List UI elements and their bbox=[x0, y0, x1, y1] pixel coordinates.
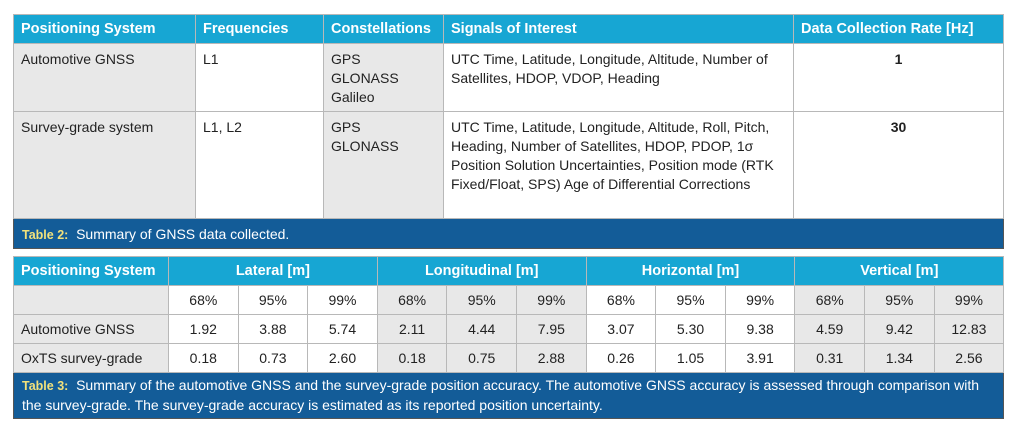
constellation: Galileo bbox=[331, 89, 375, 105]
value-cell: 4.44 bbox=[446, 314, 517, 344]
value-cell: 95% bbox=[864, 285, 935, 315]
value-cell: 0.73 bbox=[237, 343, 309, 373]
value-cell: 0.31 bbox=[794, 343, 866, 373]
value-cell: 2.11 bbox=[376, 314, 448, 344]
empty-cell bbox=[13, 285, 169, 315]
accuracy-table: Positioning System Lateral [m] Longitudi… bbox=[12, 256, 1005, 419]
table-row: Automotive GNSS 1.92 3.88 5.74 2.11 4.44 7.95 3… bbox=[13, 314, 1005, 344]
value-cell: 12.83 bbox=[933, 314, 1005, 344]
value-cell: 2.60 bbox=[307, 343, 378, 373]
value-cell: 4.59 bbox=[794, 314, 866, 344]
constellation: GPS bbox=[331, 119, 361, 135]
rate-cell: 1 bbox=[793, 43, 1004, 112]
header-cell: Frequencies bbox=[195, 14, 324, 44]
table-row: OxTS survey-grade 0.18 0.73 2.60 0.18 0.75 2.8… bbox=[13, 343, 1005, 373]
caption-text: Summary of GNSS data collected. bbox=[76, 226, 290, 242]
value-cell: 2.56 bbox=[933, 343, 1005, 373]
table-row: Automotive GNSS L1 GPS GLONASS Galileo UTC… bbox=[13, 43, 1004, 112]
value-cell: 5.30 bbox=[655, 314, 726, 344]
value-cell: 3.07 bbox=[585, 314, 657, 344]
header-cell: Positioning System bbox=[13, 14, 196, 44]
constellations-cell: GPS GLONASS bbox=[323, 111, 444, 219]
rate-cell: 30 bbox=[793, 111, 1004, 219]
value-cell: 99% bbox=[307, 285, 378, 315]
frequencies-cell: L1 bbox=[195, 43, 324, 112]
value-cell: 3.91 bbox=[724, 343, 796, 373]
frequencies-cell: L1, L2 bbox=[195, 111, 324, 219]
group-header: Longitudinal [m] bbox=[376, 256, 587, 286]
value-cell: 2.88 bbox=[516, 343, 587, 373]
value-cell: 9.38 bbox=[724, 314, 796, 344]
value-cell: 0.26 bbox=[585, 343, 657, 373]
caption-label: Table 3: bbox=[22, 379, 69, 393]
table-row: Survey-grade system L1, L2 GPS GLONASS UT… bbox=[13, 111, 1004, 219]
percentile-row: 68% 95% 99% 68% 95% 99% 68% 95% 99% 68% 95% 99% bbox=[13, 285, 1005, 315]
value-cell: 0.18 bbox=[376, 343, 448, 373]
value-cell: 99% bbox=[724, 285, 796, 315]
constellations-cell: GPS GLONASS Galileo bbox=[323, 43, 444, 112]
signals-cell: UTC Time, Latitude, Longitude, Altitude,… bbox=[443, 43, 794, 112]
header-cell: Constellations bbox=[323, 14, 444, 44]
caption-label: Table 2: bbox=[22, 228, 69, 242]
constellation: GPS bbox=[331, 51, 361, 67]
caption-text: Summary of the automotive GNSS and the s… bbox=[22, 377, 979, 413]
value-cell: 99% bbox=[933, 285, 1005, 315]
value-cell: 95% bbox=[446, 285, 517, 315]
header-cell: Data Collection Rate [Hz] bbox=[793, 14, 1004, 44]
value-cell: 5.74 bbox=[307, 314, 378, 344]
header-cell: Positioning System bbox=[13, 256, 169, 286]
value-cell: 9.42 bbox=[864, 314, 935, 344]
value-cell: 95% bbox=[237, 285, 309, 315]
value-cell: 68% bbox=[376, 285, 448, 315]
value-cell: 3.88 bbox=[237, 314, 309, 344]
table-header-row: Positioning System Frequencies Constella… bbox=[13, 14, 1004, 44]
value-cell: 68% bbox=[794, 285, 866, 315]
value-cell: 95% bbox=[655, 285, 726, 315]
table-header-row: Positioning System Lateral [m] Longitudi… bbox=[13, 256, 1005, 286]
system-cell: Automotive GNSS bbox=[13, 43, 196, 112]
value-cell: 1.05 bbox=[655, 343, 726, 373]
signals-cell: UTC Time, Latitude, Longitude, Altitude,… bbox=[443, 111, 794, 219]
value-cell: 7.95 bbox=[516, 314, 587, 344]
constellation: GLONASS bbox=[331, 138, 399, 154]
value-cell: 0.75 bbox=[446, 343, 517, 373]
gnss-data-table: Positioning System Frequencies Constella… bbox=[13, 14, 1004, 249]
group-header: Horizontal [m] bbox=[585, 256, 796, 286]
group-header: Lateral [m] bbox=[168, 256, 378, 286]
value-cell: 0.18 bbox=[168, 343, 239, 373]
table-caption: Table 2: Summary of GNSS data collected. bbox=[13, 218, 1004, 249]
table-caption: Table 3: Summary of the automotive GNSS … bbox=[12, 372, 1005, 419]
header-cell: Signals of Interest bbox=[443, 14, 794, 44]
group-header: Vertical [m] bbox=[794, 256, 1005, 286]
value-cell: 1.92 bbox=[168, 314, 239, 344]
system-cell: Survey-grade system bbox=[13, 111, 196, 219]
value-cell: 99% bbox=[516, 285, 587, 315]
value-cell: 1.34 bbox=[864, 343, 935, 373]
value-cell: 68% bbox=[585, 285, 657, 315]
constellation: GLONASS bbox=[331, 70, 399, 86]
system-cell: Automotive GNSS bbox=[13, 314, 169, 344]
system-cell: OxTS survey-grade bbox=[13, 343, 169, 373]
value-cell: 68% bbox=[168, 285, 239, 315]
